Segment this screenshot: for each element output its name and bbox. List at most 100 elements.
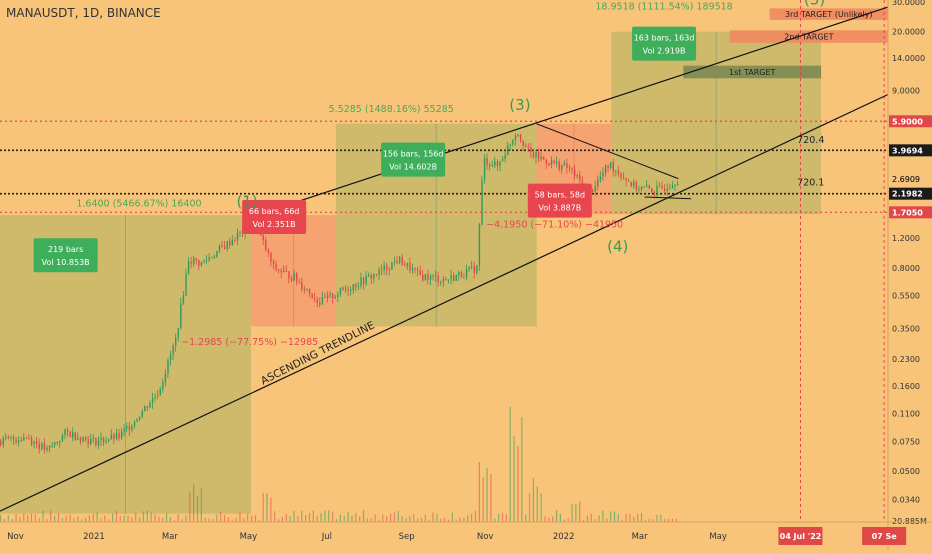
volume-bar xyxy=(250,515,253,522)
volume-bar xyxy=(640,513,643,522)
candle-body xyxy=(610,162,612,168)
candle-body xyxy=(28,437,30,439)
candle-body xyxy=(108,439,110,441)
candle-body xyxy=(311,293,313,299)
candle-body xyxy=(321,296,324,305)
date-label-box xyxy=(862,527,907,545)
volume-bar xyxy=(428,519,430,522)
candle-body xyxy=(625,178,627,182)
price-tick-label: 30.0000 xyxy=(892,0,925,7)
price-label-2: 2.6909 xyxy=(892,175,920,184)
candle-body xyxy=(203,260,205,262)
volume-bar xyxy=(7,515,9,522)
volume-bar xyxy=(656,515,658,522)
candle-body xyxy=(133,421,136,427)
candle-body xyxy=(301,282,303,290)
target-label-2: 2nd TARGET xyxy=(784,33,833,42)
volume-bar xyxy=(204,517,206,522)
candle-body xyxy=(473,266,475,274)
volume-bar xyxy=(347,512,349,522)
volume-bar xyxy=(532,477,534,522)
volume-bar xyxy=(150,512,152,522)
volume-bar xyxy=(258,519,260,522)
candle-body xyxy=(316,299,318,303)
candle-body xyxy=(167,360,169,374)
candle-body xyxy=(43,443,46,450)
zone-volume-text: Vol 10.853B xyxy=(42,258,90,267)
annotation-2: 720.1 xyxy=(797,178,824,189)
volume-bar xyxy=(169,517,172,522)
zone-measure-text-3: −4.1950 (−71.10%) −41950 xyxy=(486,219,623,230)
time-tick-label: Nov xyxy=(477,532,494,542)
price-label-box xyxy=(889,144,932,157)
candle-body xyxy=(640,186,643,190)
candle-body xyxy=(468,266,470,270)
date-label-text: 07 Se xyxy=(872,532,898,541)
candle-body xyxy=(138,417,141,420)
candle-body xyxy=(362,277,365,285)
volume-bar xyxy=(332,511,334,522)
candle-body xyxy=(59,440,61,442)
candle-body xyxy=(74,432,77,440)
price-label-4: 1.7050 xyxy=(889,206,932,219)
zone-info-label-1: 66 bars, 66d Vol 2.351B xyxy=(242,199,307,234)
zone-bars-text: 66 bars, 66d xyxy=(249,207,300,216)
price-tick-label: 0.0750 xyxy=(892,437,920,446)
price-label-text: 2.1982 xyxy=(892,190,923,199)
volume-bar xyxy=(88,515,90,522)
candle-body xyxy=(416,269,419,271)
volume-bar xyxy=(173,519,175,522)
candle-body xyxy=(380,269,383,271)
candle-body xyxy=(429,275,432,280)
candle-body xyxy=(231,240,234,246)
candle-body xyxy=(5,437,7,439)
candle-body xyxy=(396,261,398,263)
price-tick-label: 0.8000 xyxy=(892,264,920,273)
candle-body xyxy=(205,260,208,262)
volume-bar xyxy=(582,519,585,522)
candle-body xyxy=(54,442,56,446)
volume-bar xyxy=(50,510,52,522)
candle-body xyxy=(630,181,633,187)
candle-body xyxy=(476,265,478,274)
volume-bars xyxy=(0,406,677,522)
zone-measure-text-0: 1.6400 (5466.67%) 16400 xyxy=(76,198,201,209)
target-box-2 xyxy=(729,30,888,43)
candle-body xyxy=(92,438,95,440)
volume-bar xyxy=(544,516,546,522)
candle-body xyxy=(0,441,2,446)
volume-bar xyxy=(598,515,600,522)
time-tick-label: Nov xyxy=(7,532,24,542)
volume-bar xyxy=(355,512,357,522)
volume-bar xyxy=(324,510,326,522)
candle-body xyxy=(571,167,573,170)
candle-body xyxy=(105,440,107,442)
volume-bar xyxy=(247,513,249,522)
volume-bar xyxy=(96,512,98,522)
candle-body xyxy=(195,258,198,261)
volume-bar xyxy=(61,518,63,522)
candle-body xyxy=(494,161,496,166)
time-tick-label: May xyxy=(240,532,258,542)
candle-body xyxy=(131,426,133,430)
volume-bar xyxy=(413,514,415,522)
candle-body xyxy=(280,270,282,273)
volume-bar xyxy=(189,491,191,522)
candle-body xyxy=(64,429,66,435)
volume-bar xyxy=(586,515,589,522)
volume-bar xyxy=(563,519,565,522)
candle-body xyxy=(87,439,89,444)
zone-info-box xyxy=(242,199,307,234)
candle-body xyxy=(118,433,120,439)
volume-bar xyxy=(200,488,202,522)
volume-bar xyxy=(664,519,666,522)
candle-body xyxy=(568,167,571,169)
zone-info-label-4: 163 bars, 163d Vol 2.919B xyxy=(632,26,697,61)
candle-body xyxy=(599,176,602,180)
candle-body xyxy=(543,156,545,160)
volume-bar xyxy=(23,513,25,522)
candle-body xyxy=(666,188,669,191)
candle-body xyxy=(383,265,385,271)
candle-body xyxy=(56,441,59,443)
